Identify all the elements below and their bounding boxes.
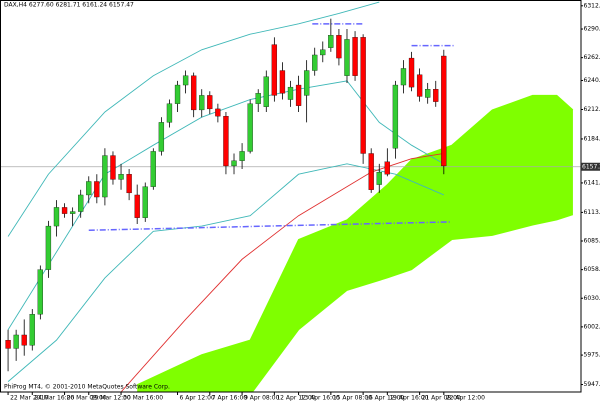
- candle-body: [158, 122, 165, 152]
- candle-body: [86, 181, 92, 196]
- candle-body: [78, 194, 84, 212]
- candle-body: [368, 153, 374, 190]
- x-tick-label: 13 Apr 16:00: [301, 395, 340, 402]
- y-tick-label: 6212.40: [584, 106, 600, 113]
- candle-body: [255, 93, 261, 104]
- candle-body: [279, 70, 286, 94]
- x-tick-label: 7 Apr 16:00: [212, 395, 247, 402]
- y-tick-label: 6262.40: [584, 54, 600, 61]
- candle-body: [134, 194, 140, 218]
- y-tick-label: 6085.60: [584, 238, 600, 245]
- y-tick-label: 5975.60: [584, 352, 600, 359]
- x-tick-label: 22 Apr 12:00: [446, 395, 485, 402]
- price-label: 6157.20: [582, 163, 600, 170]
- plot-frame: [0, 0, 582, 393]
- candle-body: [223, 115, 229, 167]
- x-tick-label: 24 Mar 16:00: [34, 395, 74, 402]
- candle-body: [53, 207, 60, 227]
- candle-body: [400, 68, 407, 86]
- candle-body: [110, 155, 116, 180]
- x-tick-label: 22 Mar 2010: [10, 395, 48, 402]
- y-tick-label: 6002.80: [584, 323, 600, 330]
- candle-body: [384, 161, 390, 175]
- y-tick-label: 6312.40: [584, 2, 600, 9]
- x-tick-label: 16 Apr 12:00: [365, 395, 404, 402]
- y-tick-label: 6113.20: [584, 209, 600, 216]
- y-tick-label: 5947.20: [584, 381, 600, 388]
- candle-body: [441, 55, 447, 167]
- candle-body: [312, 54, 318, 71]
- x-tick-label: 19 Apr 16:00: [389, 395, 428, 402]
- candle-body: [150, 151, 156, 187]
- candle-body: [191, 75, 197, 111]
- candle-body: [320, 49, 326, 56]
- candle-body: [247, 103, 253, 152]
- candle-body: [13, 334, 19, 349]
- y-tick-label: 6184.00: [584, 135, 600, 142]
- candle-body: [126, 174, 132, 194]
- candle-body: [376, 171, 382, 185]
- candle-body: [199, 95, 205, 111]
- candle-body: [239, 151, 245, 161]
- candle-body: [425, 89, 431, 98]
- x-tick-label: 12 Apr 12:00: [276, 395, 315, 402]
- footer: PhiProg MT4, © 2001-2010 MetaQuotes Soft…: [4, 384, 170, 391]
- candle-body: [29, 314, 35, 346]
- x-tick-label: 26 Mar 08:00: [67, 395, 107, 402]
- candle-body: [215, 108, 221, 117]
- candle-body: [328, 35, 334, 48]
- candle-body: [5, 339, 11, 349]
- chart-title: DAX,H4 6277.60 6281.71 6161.24 6157.47: [4, 2, 134, 9]
- trend-line: [88, 221, 451, 231]
- candle-body: [352, 37, 358, 76]
- candle-body: [271, 44, 278, 96]
- indicator-line: [120, 153, 444, 392]
- candle-body: [392, 84, 399, 149]
- x-tick-label: 21 Apr 08:00: [422, 395, 461, 402]
- candle-body: [263, 76, 269, 107]
- candle-body: [94, 181, 100, 198]
- candle-body: [408, 57, 415, 88]
- y-tick-label: 6058.00: [584, 266, 600, 273]
- candle-body: [69, 211, 76, 214]
- candle-body: [360, 37, 366, 154]
- y-tick-label: 6290.00: [584, 26, 600, 33]
- candle-body: [231, 160, 237, 167]
- x-tick-label: 15 Apr 08:00: [333, 395, 372, 402]
- candle-body: [287, 86, 294, 100]
- candle-body: [303, 70, 310, 96]
- cloud-top: [136, 94, 574, 386]
- x-tick-label: 6 Apr 12:00: [180, 395, 215, 402]
- x-tick-label: 29 Mar 12:00: [91, 395, 131, 402]
- candle-body: [336, 35, 342, 59]
- indicator-line: [7, 1, 380, 237]
- candle-body: [102, 155, 108, 198]
- cloud: [137, 95, 573, 392]
- x-tick-label: 30 Mar 16:00: [123, 395, 163, 402]
- candle-body: [21, 334, 27, 346]
- candle-body: [182, 75, 189, 86]
- price-box: [581, 162, 600, 171]
- candle-body: [174, 84, 181, 104]
- candle-body: [344, 39, 350, 76]
- candle-body: [45, 225, 52, 270]
- x-tick-label: 9 Apr 08:00: [244, 395, 279, 402]
- cloud-bottom: [251, 214, 574, 392]
- candle-body: [295, 84, 302, 106]
- candle-body: [166, 103, 173, 123]
- y-tick-label: 6141.60: [584, 179, 600, 186]
- candle-body: [433, 89, 439, 102]
- y-tick-label: 6240.40: [584, 77, 600, 84]
- candle-body: [118, 174, 124, 180]
- candle-body: [416, 74, 423, 97]
- candle-body: [142, 186, 148, 218]
- candle-body: [37, 269, 43, 315]
- plot-area: [0, 1, 581, 392]
- y-tick-label: 6030.40: [584, 295, 600, 302]
- candle-body: [61, 207, 68, 214]
- candle-body: [207, 95, 213, 110]
